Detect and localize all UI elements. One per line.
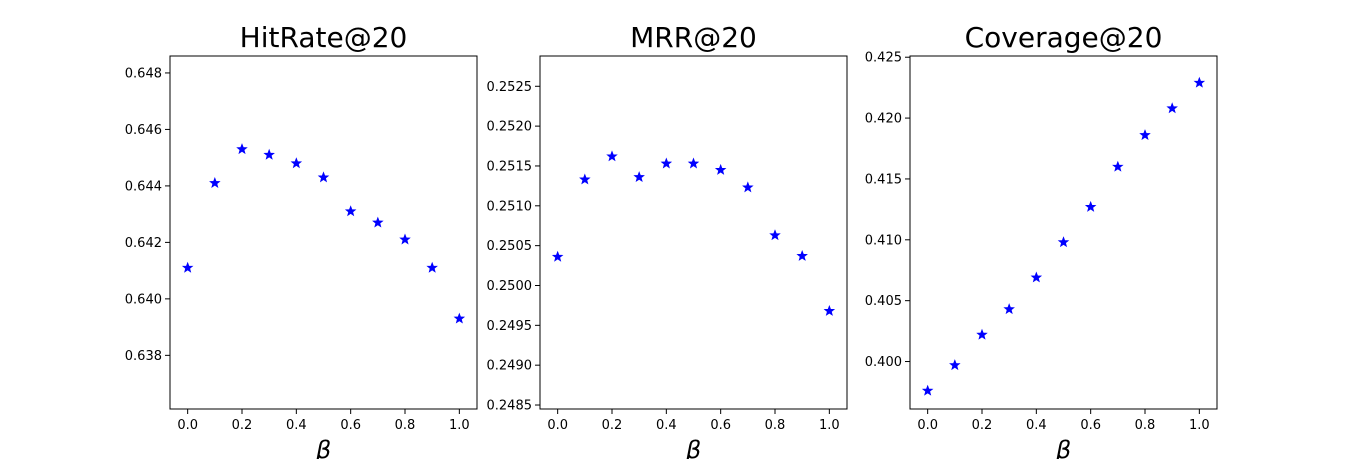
x-tick-label-mrr: 0.2 — [602, 418, 623, 433]
y-tick-label-mrr: 0.2520 — [487, 120, 533, 135]
data-point-hitrate — [426, 261, 438, 273]
data-point-coverage — [1166, 102, 1178, 114]
x-tick-label-coverage: 0.4 — [1026, 418, 1047, 433]
data-point-hitrate — [372, 216, 384, 228]
y-tick-label-hitrate: 0.646 — [125, 123, 162, 138]
x-tick-label-coverage: 0.6 — [1080, 418, 1101, 433]
y-tick-label-coverage: 0.400 — [865, 355, 902, 370]
y-tick-label-hitrate: 0.638 — [125, 349, 162, 364]
x-tick-label-hitrate: 0.4 — [286, 418, 307, 433]
y-tick-label-coverage: 0.415 — [865, 172, 902, 187]
data-point-mrr — [714, 163, 727, 175]
data-point-mrr — [742, 181, 754, 193]
data-point-mrr — [551, 250, 564, 262]
chart-title-mrr: MRR@20 — [630, 21, 757, 54]
chart-coverage: Coverage@20 β 0.0 0.2 0.4 0.6 0.8 1.0 0.400 0.4… — [865, 21, 1218, 459]
data-point-coverage — [1112, 160, 1124, 172]
y-tick-label-coverage: 0.420 — [865, 112, 902, 127]
x-tick-label-mrr: 0.8 — [765, 418, 786, 433]
y-tick-label-coverage: 0.410 — [865, 233, 902, 248]
y-tick-label-mrr: 0.2525 — [487, 80, 533, 95]
y-tick-label-hitrate: 0.640 — [125, 292, 162, 307]
x-tick-label-hitrate: 1.0 — [449, 418, 470, 433]
y-tick-label-coverage: 0.405 — [865, 294, 902, 309]
data-point-hitrate — [317, 171, 330, 183]
data-point-coverage — [921, 384, 934, 396]
chart-mrr: MRR@20 β 0.0 0.2 0.4 0.6 0.8 1.0 0.2485 0.2490 0… — [487, 21, 848, 459]
data-point-mrr — [606, 150, 618, 162]
data-point-mrr — [660, 157, 673, 169]
data-point-coverage — [1193, 76, 1206, 88]
chart-title-hitrate: HitRate@20 — [240, 21, 408, 54]
x-tick-label-coverage: 0.0 — [917, 418, 938, 433]
x-axis-label-mrr: β — [685, 436, 701, 459]
data-point-coverage — [1057, 236, 1070, 248]
data-point-coverage — [1084, 200, 1097, 212]
x-tick-label-mrr: 0.6 — [710, 418, 731, 433]
data-point-hitrate — [399, 233, 411, 245]
data-point-mrr — [687, 157, 700, 169]
x-tick-label-hitrate: 0.8 — [395, 418, 416, 433]
data-point-mrr — [823, 304, 836, 316]
data-point-coverage — [976, 328, 988, 340]
y-tick-label-mrr: 0.2485 — [487, 399, 533, 414]
data-point-hitrate — [263, 148, 275, 160]
x-tick-label-coverage: 0.8 — [1135, 418, 1156, 433]
x-axis-label-coverage: β — [1055, 436, 1071, 459]
y-tick-label-mrr: 0.2490 — [487, 359, 533, 374]
y-tick-label-mrr: 0.2495 — [487, 319, 533, 334]
x-tick-label-coverage: 0.2 — [972, 418, 993, 433]
y-tick-label-hitrate: 0.644 — [125, 179, 162, 194]
data-point-mrr — [796, 249, 808, 261]
data-point-hitrate — [344, 205, 357, 217]
data-point-hitrate — [181, 261, 194, 273]
y-tick-label-mrr: 0.2505 — [487, 239, 533, 254]
x-tick-label-hitrate: 0.2 — [232, 418, 253, 433]
chart-hitrate: HitRate@20 β 0.0 0.2 0.4 0.6 0.8 1.0 0.638 0.64… — [125, 21, 478, 459]
y-tick-label-mrr: 0.2515 — [487, 159, 533, 174]
data-point-mrr — [769, 229, 781, 241]
y-tick-label-mrr: 0.2500 — [487, 279, 533, 294]
x-axis-label-hitrate: β — [315, 436, 331, 459]
y-tick-label-mrr: 0.2510 — [487, 199, 533, 214]
x-tick-label-coverage: 1.0 — [1189, 418, 1210, 433]
x-tick-label-hitrate: 0.0 — [177, 418, 198, 433]
chart-title-coverage: Coverage@20 — [965, 21, 1163, 54]
data-point-coverage — [949, 359, 961, 371]
data-point-mrr — [633, 171, 645, 183]
data-point-hitrate — [453, 312, 466, 324]
axes-frame-mrr — [539, 55, 848, 410]
x-tick-label-mrr: 0.0 — [547, 418, 568, 433]
y-tick-label-coverage: 0.425 — [865, 51, 902, 66]
y-tick-label-hitrate: 0.642 — [125, 236, 162, 251]
x-tick-label-mrr: 1.0 — [819, 418, 840, 433]
axes-frame-hitrate — [169, 55, 478, 410]
axes-frame-coverage — [909, 55, 1218, 410]
data-point-hitrate — [290, 157, 303, 169]
data-point-coverage — [1139, 129, 1151, 141]
data-point-hitrate — [236, 143, 248, 155]
data-point-hitrate — [209, 177, 221, 188]
data-point-coverage — [1030, 271, 1043, 283]
x-tick-label-hitrate: 0.6 — [340, 418, 361, 433]
data-point-coverage — [1003, 303, 1015, 315]
y-tick-label-hitrate: 0.648 — [125, 66, 162, 81]
data-point-mrr — [579, 173, 591, 185]
x-tick-label-mrr: 0.4 — [656, 418, 677, 433]
